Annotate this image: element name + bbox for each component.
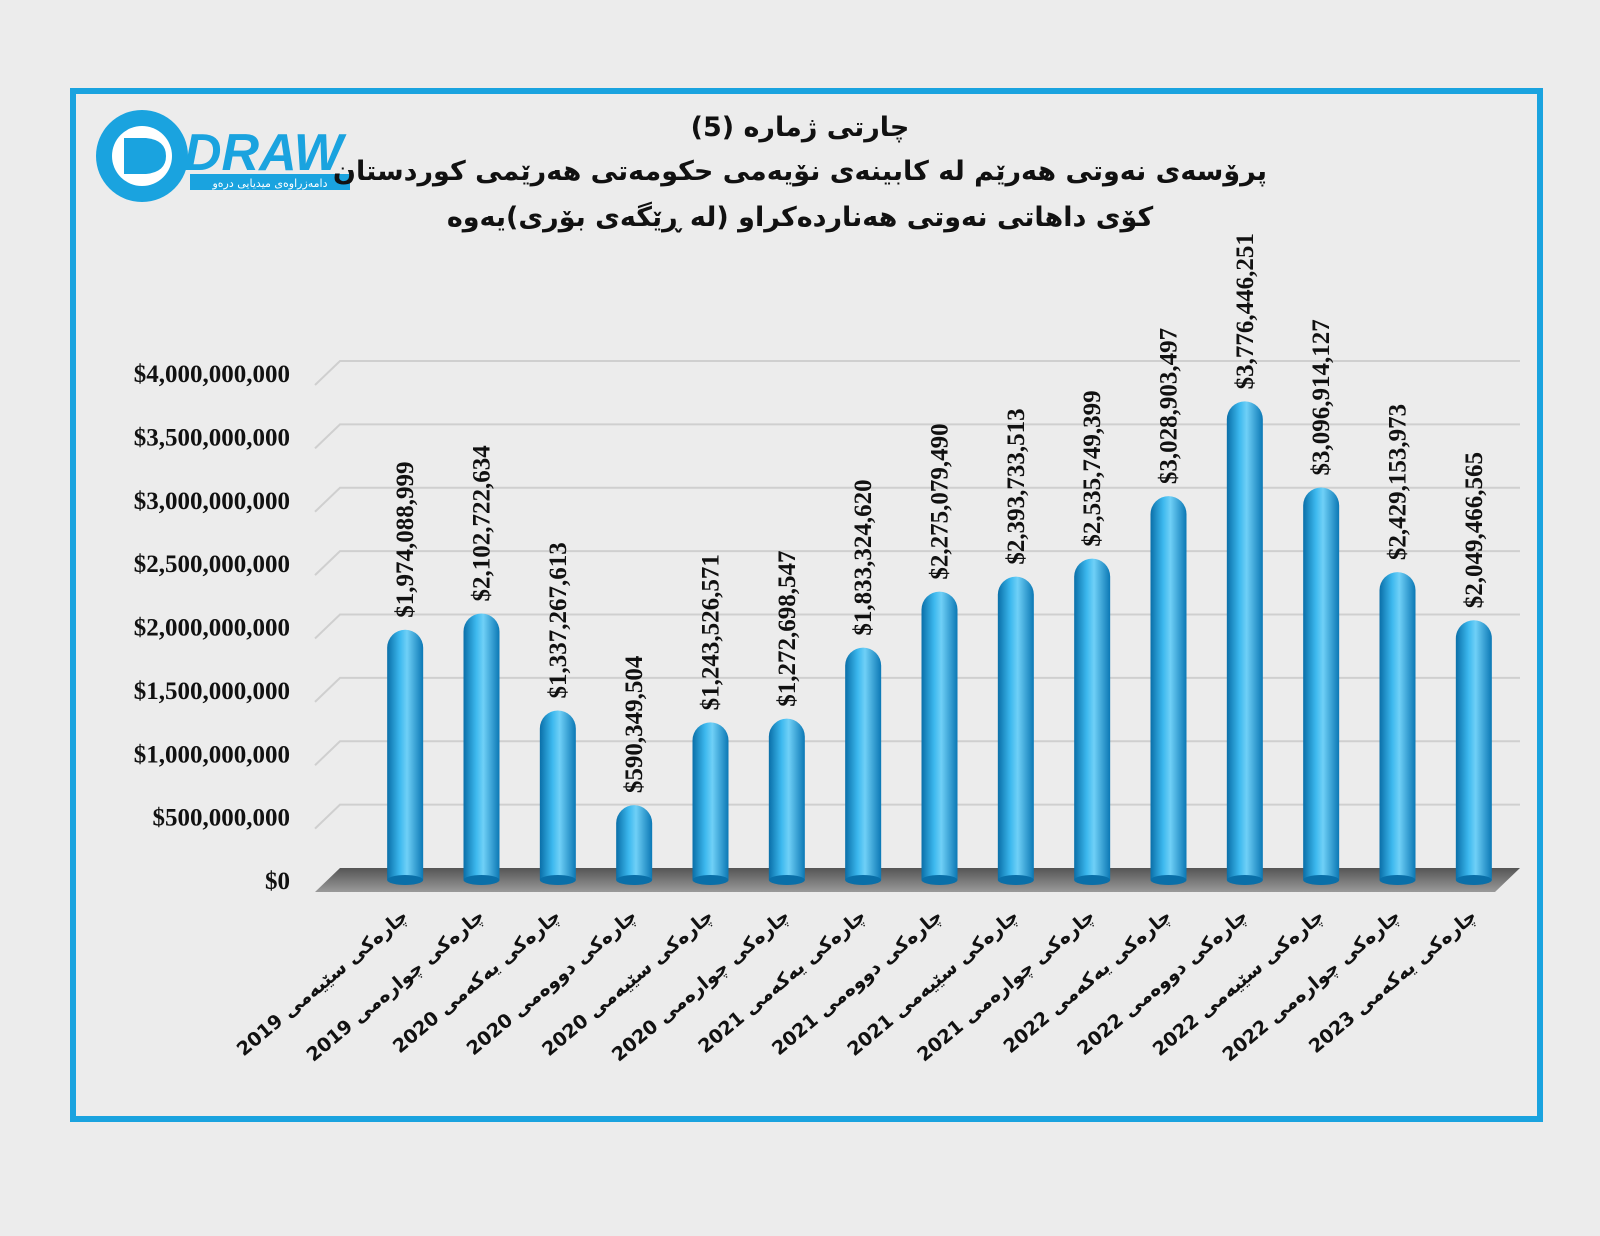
bar	[616, 805, 653, 885]
bar-base	[997, 875, 1034, 885]
bar-base	[692, 875, 729, 885]
data-label: $2,049,466,565	[1461, 452, 1488, 608]
gridline	[314, 550, 1520, 576]
bar	[1303, 487, 1340, 885]
data-label: $590,349,504	[621, 655, 648, 793]
bar-base	[845, 875, 882, 885]
y-axis-ticks: $0 $500,000,000 $1,000,000,000 $1,500,000,0…	[134, 361, 290, 895]
bar-body	[1226, 401, 1263, 880]
y-tick-label: $1,000,000,000	[134, 741, 290, 768]
gridline	[314, 486, 1520, 513]
chart-subtitle: پرۆسەی نەوتی هەرێم لە کابینەی نۆیەمی حکو…	[332, 156, 1268, 187]
y-tick-label: $0	[265, 868, 290, 895]
bar	[539, 710, 576, 885]
bar	[1150, 496, 1187, 885]
y-tick-label: $2,000,000,000	[134, 615, 290, 642]
bar-base	[921, 875, 958, 885]
bar-base	[1150, 875, 1187, 885]
grid-lines	[314, 360, 1520, 830]
bar	[1074, 558, 1111, 885]
data-label: $3,028,903,497	[1156, 328, 1183, 484]
data-label: $1,243,526,571	[698, 554, 725, 710]
bar-body	[539, 710, 576, 880]
bar-base	[1226, 875, 1263, 885]
data-label: $2,535,749,399	[1079, 390, 1106, 546]
bar-body	[387, 629, 424, 880]
y-tick-label: $3,500,000,000	[134, 424, 290, 451]
bar	[387, 629, 424, 885]
bar-base	[539, 875, 576, 885]
gridline	[314, 613, 1520, 640]
y-tick-label: $500,000,000	[153, 805, 291, 832]
data-label: $2,429,153,973	[1385, 404, 1412, 560]
bar-body	[1074, 558, 1111, 880]
bar	[1226, 401, 1263, 885]
data-label: $3,096,914,127	[1308, 319, 1335, 475]
bar-base	[1303, 875, 1340, 885]
bar	[845, 647, 882, 885]
data-label: $1,833,324,620	[850, 479, 877, 635]
bar	[1379, 572, 1416, 885]
data-label: $1,337,267,613	[545, 542, 572, 698]
bar-body	[1303, 487, 1340, 880]
bar-body	[768, 718, 805, 880]
y-tick-label: $4,000,000,000	[134, 361, 290, 388]
gridline	[314, 676, 1520, 703]
bar-base	[463, 875, 500, 885]
data-label: $2,275,079,490	[927, 423, 954, 579]
bar-body	[845, 647, 882, 880]
y-tick-label: $1,500,000,000	[134, 678, 290, 705]
bar-base	[1455, 875, 1492, 885]
draw-logo: DRAW دامەزراوەی میدیایی درەو	[96, 110, 350, 202]
bar-body	[616, 805, 653, 880]
chart-title: چارتی ژمارە (5)	[690, 112, 910, 143]
bar-body	[1379, 572, 1416, 880]
bar-body	[463, 613, 500, 880]
bar	[1455, 620, 1492, 885]
bar	[768, 718, 805, 885]
bar-base	[616, 875, 653, 885]
bar	[921, 591, 958, 885]
data-label: $2,393,733,513	[1003, 408, 1030, 564]
logo-tagline: دامەزراوەی میدیایی درەو	[211, 177, 327, 190]
data-label: $2,102,722,634	[469, 445, 496, 602]
gridline	[314, 360, 1520, 386]
data-label: $1,974,088,999	[392, 462, 419, 618]
chart-subtitle-2: کۆی داهاتی نەوتی هەناردەکراو (لە ڕێگەی ب…	[446, 202, 1154, 233]
bar-body	[1455, 620, 1492, 880]
logo-word: DRAW	[184, 124, 347, 182]
gridline	[314, 803, 1520, 830]
bar-base	[1379, 875, 1416, 885]
bar-base	[768, 875, 805, 885]
gridline	[314, 423, 1520, 450]
bar-body	[1150, 496, 1187, 880]
gridline	[314, 740, 1520, 766]
bar-body	[921, 591, 958, 880]
bar	[997, 576, 1034, 885]
chart-frame	[70, 88, 1543, 1122]
bar-body	[997, 576, 1034, 880]
bars	[387, 401, 1492, 885]
bar	[692, 722, 729, 885]
bar-base	[1074, 875, 1111, 885]
data-label: $1,272,698,547	[774, 550, 801, 706]
bar-base	[387, 875, 424, 885]
bar	[463, 613, 500, 885]
bar-body	[692, 722, 729, 880]
y-tick-label: $2,500,000,000	[134, 551, 290, 578]
data-labels: $1,974,088,999 $2,102,722,634 $1,337,267,6…	[392, 233, 1488, 793]
data-label: $3,776,446,251	[1232, 233, 1259, 389]
y-tick-label: $3,000,000,000	[134, 488, 290, 515]
